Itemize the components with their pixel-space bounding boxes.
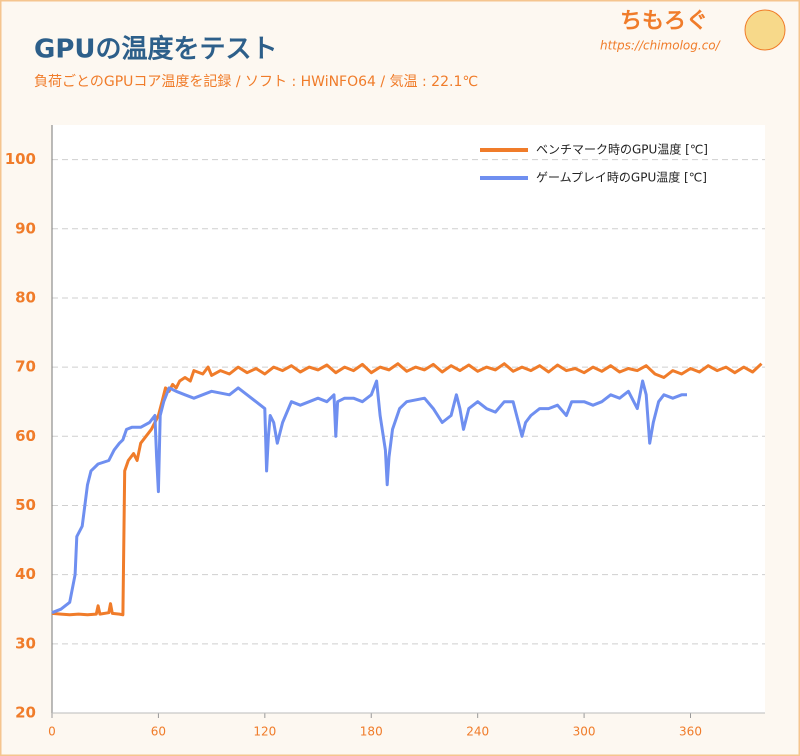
legend-label: ゲームプレイ時のGPU温度 [℃]: [536, 170, 707, 185]
y-tick-label: 80: [15, 288, 36, 306]
chart-title: GPUの温度をテスト: [34, 34, 278, 65]
plot-area: [52, 125, 765, 713]
x-tick-label: 180: [360, 725, 383, 739]
y-tick-label: 90: [15, 219, 36, 237]
y-tick-label: 100: [5, 150, 36, 168]
y-tick-label: 70: [15, 358, 36, 376]
x-tick-label: 240: [466, 725, 489, 739]
series-line: [51, 362, 763, 617]
y-tick-label: 30: [15, 634, 36, 652]
y-tick-label: 40: [15, 565, 36, 583]
series-line: [51, 379, 687, 615]
x-tick-label: 60: [151, 725, 166, 739]
y-tick-label: 50: [15, 496, 36, 514]
legend-label: ベンチマーク時のGPU温度 [℃]: [536, 142, 708, 157]
logo-url: https://chimolog.co/: [600, 39, 722, 53]
x-tick-label: 360: [679, 725, 702, 739]
x-tick-label: 300: [573, 725, 596, 739]
x-tick-label: 0: [48, 725, 56, 739]
chart-subtitle: 負荷ごとのGPUコア温度を記録 / ソフト : HWiNFO64 / 気温 : …: [34, 73, 478, 90]
logo-icon: [744, 9, 786, 51]
y-tick-label: 20: [15, 704, 36, 722]
y-tick-label: 60: [15, 427, 36, 445]
logo: ちもろぐ: [620, 9, 708, 34]
x-tick-label: 120: [253, 725, 276, 739]
